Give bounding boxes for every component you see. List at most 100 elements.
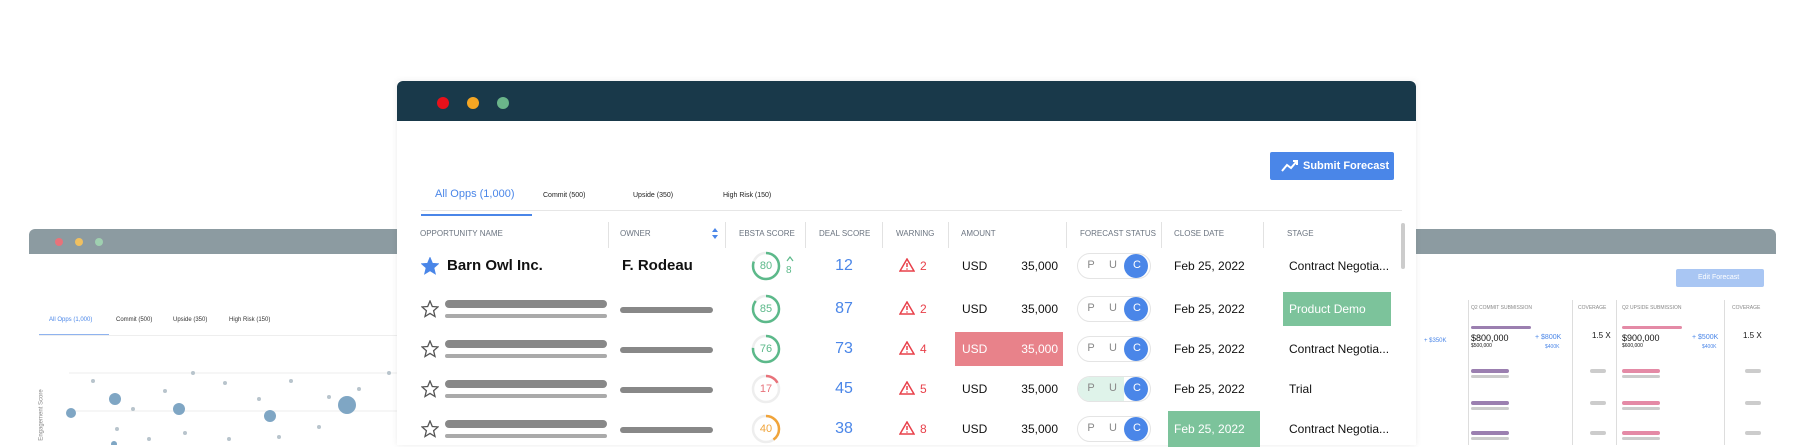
- ebsta-delta: 8: [786, 265, 792, 276]
- status-option[interactable]: U: [1109, 422, 1117, 434]
- status-highlight: [1078, 377, 1124, 401]
- column-separator: [1066, 222, 1067, 248]
- right-separator: [1468, 300, 1469, 445]
- currency: USD: [962, 382, 988, 396]
- status-pill: [1077, 416, 1151, 442]
- deal-score: 87: [835, 300, 853, 317]
- row-placeholder: [1622, 401, 1660, 405]
- row-placeholder: [1471, 407, 1509, 410]
- warning-count: 2: [920, 302, 927, 316]
- edit-forecast-label[interactable]: Edit Forecast: [1698, 274, 1740, 281]
- close-dot: [437, 97, 449, 109]
- name-placeholder: [445, 394, 607, 398]
- row-placeholder: [1745, 431, 1761, 435]
- row-placeholder: [1745, 401, 1761, 405]
- amount-highlight: [955, 332, 1063, 366]
- status-option[interactable]: U: [1109, 382, 1117, 394]
- owner: F. Rodeau: [622, 257, 693, 274]
- button-label[interactable]: Submit Forecast: [1303, 160, 1390, 172]
- stage: Contract Negotia...: [1289, 259, 1390, 273]
- status-pill: [1077, 376, 1151, 402]
- ebsta-ring: [751, 251, 781, 281]
- status-option[interactable]: U: [1109, 302, 1117, 314]
- left-y-label: Engagement Score: [38, 389, 45, 441]
- right-value: $800,000: [1471, 333, 1509, 343]
- status-option[interactable]: C: [1133, 422, 1141, 434]
- status-option[interactable]: P: [1087, 342, 1095, 354]
- tab[interactable]: Commit (500): [543, 192, 586, 199]
- status-option[interactable]: C: [1133, 382, 1141, 394]
- column-header: EBSTA SCORE: [739, 229, 795, 238]
- warning-icon: [899, 381, 915, 395]
- close-date: Feb 25, 2022: [1174, 302, 1245, 316]
- star: [421, 420, 439, 438]
- column-separator: [1263, 222, 1264, 248]
- warning-count: 4: [920, 342, 927, 356]
- dot: [95, 238, 103, 246]
- right-value: 1.5 X: [1592, 331, 1611, 340]
- status-option[interactable]: C: [1133, 302, 1141, 314]
- commit-progress: [1471, 326, 1531, 329]
- owner-placeholder: [620, 347, 713, 353]
- scrollbar[interactable]: [1401, 223, 1405, 269]
- row-placeholder: [1590, 401, 1606, 405]
- owner-placeholder: [620, 387, 713, 393]
- submit-forecast-button[interactable]: [1270, 152, 1394, 180]
- minimize-dot: [467, 97, 479, 109]
- column-header: WARNING: [896, 229, 935, 238]
- amount: 35,000: [1021, 342, 1058, 356]
- left-tab: All Opps (1,000): [49, 317, 93, 323]
- warning-count: 5: [920, 382, 927, 396]
- currency: USD: [962, 259, 988, 273]
- right-value: 1.5 X: [1743, 331, 1762, 340]
- left-window: [29, 229, 409, 445]
- deal-score: 45: [835, 380, 853, 397]
- column-separator: [725, 222, 726, 248]
- row-placeholder: [1622, 369, 1660, 373]
- name-placeholder: [445, 314, 607, 318]
- column-separator: [882, 222, 883, 248]
- star: [421, 300, 439, 318]
- left-tab: Commit (500): [116, 317, 153, 323]
- tab[interactable]: All Opps (1,000): [435, 188, 515, 200]
- name-placeholder: [445, 380, 607, 388]
- right-value: + $500K: [1692, 334, 1719, 341]
- row-placeholder: [1471, 401, 1509, 405]
- stage-highlight: [1283, 292, 1391, 326]
- right-column-header: COVERAGE: [1578, 305, 1607, 311]
- right-value: + $800K: [1535, 334, 1562, 341]
- status-pill: [1077, 296, 1151, 322]
- tab[interactable]: High Risk (150): [723, 192, 772, 199]
- status-option[interactable]: C: [1133, 342, 1141, 354]
- dot: [55, 238, 63, 246]
- column-header: STAGE: [1287, 229, 1314, 238]
- status-pill: [1077, 336, 1151, 362]
- status-option[interactable]: C: [1133, 259, 1141, 271]
- title-bar: [397, 81, 1416, 121]
- star: [421, 380, 439, 398]
- status-option[interactable]: U: [1109, 342, 1117, 354]
- status-option[interactable]: P: [1087, 259, 1095, 271]
- status-option[interactable]: P: [1087, 302, 1095, 314]
- close-date: Feb 25, 2022: [1174, 342, 1245, 356]
- ebsta-score: 85: [759, 303, 773, 315]
- title-bar: [1380, 229, 1776, 254]
- caret-button[interactable]: [1746, 269, 1764, 287]
- right-separator: [1572, 300, 1573, 445]
- right-separator: [1724, 300, 1725, 445]
- name-placeholder: [445, 434, 607, 438]
- tab[interactable]: Upside (350): [633, 192, 674, 199]
- status-option[interactable]: P: [1087, 422, 1095, 434]
- tab-underline: [39, 334, 109, 335]
- status-option[interactable]: P: [1087, 382, 1095, 394]
- status-option[interactable]: U: [1109, 259, 1117, 271]
- tab-line: [39, 335, 409, 336]
- scatter-decoration: [66, 371, 409, 445]
- right-window: [1380, 229, 1776, 445]
- row-placeholder: [1590, 431, 1606, 435]
- right-value: $400K: [1545, 344, 1560, 350]
- stage: Trial: [1289, 382, 1312, 396]
- edit-forecast-button[interactable]: [1676, 269, 1750, 287]
- currency: USD: [962, 342, 988, 356]
- row-placeholder: [1590, 369, 1606, 373]
